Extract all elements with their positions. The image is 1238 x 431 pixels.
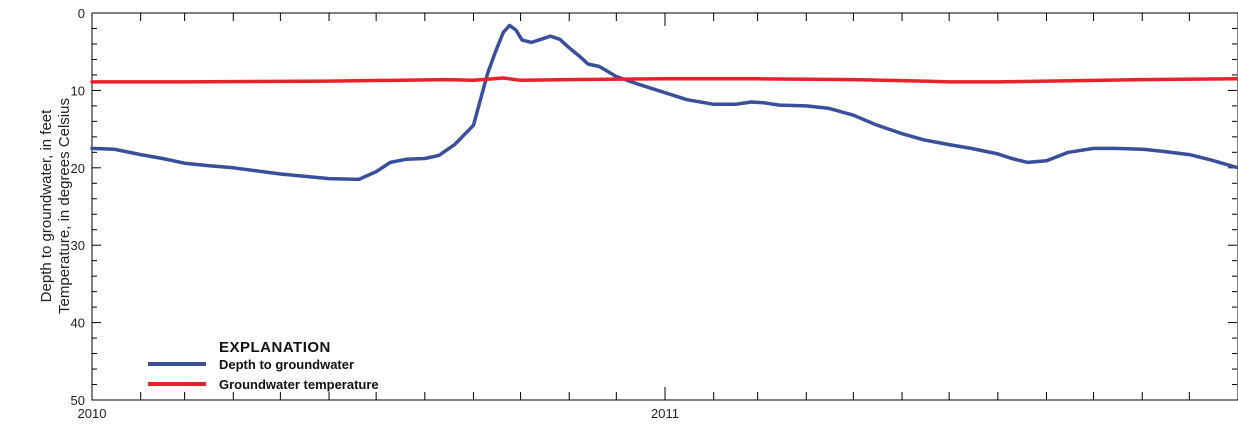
legend-title: EXPLANATION bbox=[219, 339, 331, 356]
x-axis-ticks: 2010 2011 bbox=[78, 13, 1190, 421]
x-tick-label: 2010 bbox=[78, 406, 107, 421]
y-axis-label-line-1: Depth to groundwater, in feet bbox=[38, 109, 55, 302]
legend-label-temperature: Groundwater temperature bbox=[219, 377, 379, 392]
y-tick-label: 10 bbox=[71, 83, 85, 98]
y-tick-label: 0 bbox=[78, 6, 85, 21]
series-line-temperature bbox=[90, 76, 1238, 84]
y-tick-label: 30 bbox=[71, 238, 85, 253]
y-tick-label: 20 bbox=[71, 161, 85, 176]
series-line-depth bbox=[90, 23, 1238, 182]
y-axis-label: Depth to groundwater, in feet Temperatur… bbox=[38, 98, 73, 314]
legend: EXPLANATION Depth to groundwater Groundw… bbox=[148, 339, 379, 392]
legend-label-depth: Depth to groundwater bbox=[219, 357, 354, 372]
y-tick-label: 40 bbox=[71, 316, 85, 331]
y-axis-label-line-2: Temperature, in degrees Celsius bbox=[56, 98, 73, 314]
x-tick-label: 2011 bbox=[651, 406, 679, 421]
y-tick-label: 50 bbox=[71, 393, 85, 408]
series-layer bbox=[90, 23, 1238, 182]
